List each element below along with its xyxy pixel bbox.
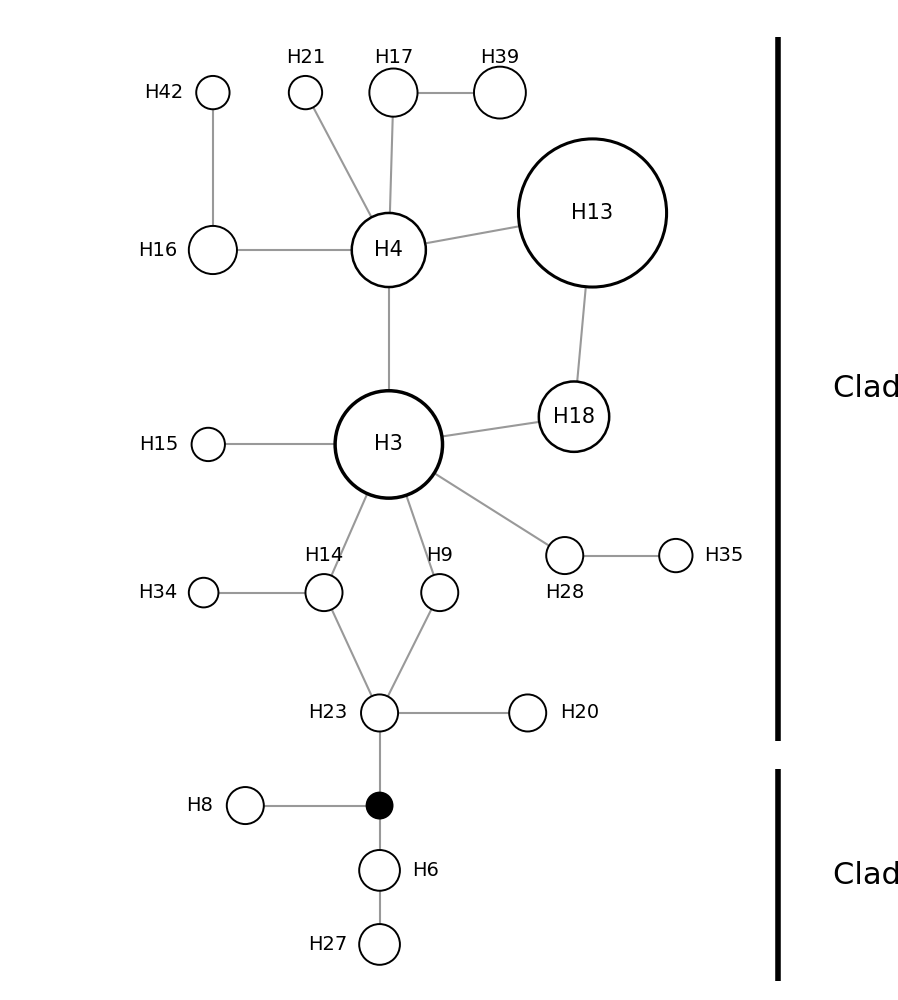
- Circle shape: [359, 850, 400, 891]
- Text: H21: H21: [286, 48, 325, 67]
- Text: H13: H13: [571, 203, 613, 223]
- Text: H18: H18: [553, 407, 595, 427]
- Circle shape: [305, 574, 342, 611]
- Circle shape: [197, 76, 230, 109]
- Circle shape: [518, 139, 666, 287]
- Text: H8: H8: [186, 796, 213, 815]
- Text: H35: H35: [704, 546, 743, 565]
- Text: Clade I: Clade I: [833, 374, 898, 403]
- Circle shape: [289, 76, 322, 109]
- Text: H42: H42: [144, 83, 183, 102]
- Text: H9: H9: [427, 546, 453, 565]
- Circle shape: [359, 924, 400, 965]
- Text: H27: H27: [308, 935, 348, 954]
- Circle shape: [189, 226, 237, 274]
- Circle shape: [191, 428, 224, 461]
- Circle shape: [366, 793, 392, 819]
- Circle shape: [539, 381, 609, 452]
- Circle shape: [369, 69, 418, 117]
- Text: H39: H39: [480, 48, 520, 67]
- Circle shape: [474, 67, 526, 119]
- Text: H6: H6: [412, 861, 439, 880]
- Text: H16: H16: [138, 240, 178, 259]
- Circle shape: [421, 574, 458, 611]
- Circle shape: [659, 539, 692, 572]
- Text: H3: H3: [374, 434, 403, 454]
- Circle shape: [335, 391, 443, 498]
- Text: H17: H17: [374, 48, 413, 67]
- Text: Clade II: Clade II: [833, 860, 898, 890]
- Text: H34: H34: [138, 583, 178, 602]
- Circle shape: [352, 213, 426, 287]
- Text: H14: H14: [304, 546, 344, 565]
- Circle shape: [361, 694, 398, 731]
- Text: H4: H4: [374, 240, 403, 260]
- Text: H20: H20: [560, 703, 599, 722]
- Text: H15: H15: [139, 435, 179, 454]
- Circle shape: [509, 694, 546, 731]
- Text: H28: H28: [545, 583, 585, 602]
- Circle shape: [227, 787, 264, 824]
- Circle shape: [189, 578, 218, 607]
- Circle shape: [546, 537, 584, 574]
- Text: H23: H23: [308, 703, 348, 722]
